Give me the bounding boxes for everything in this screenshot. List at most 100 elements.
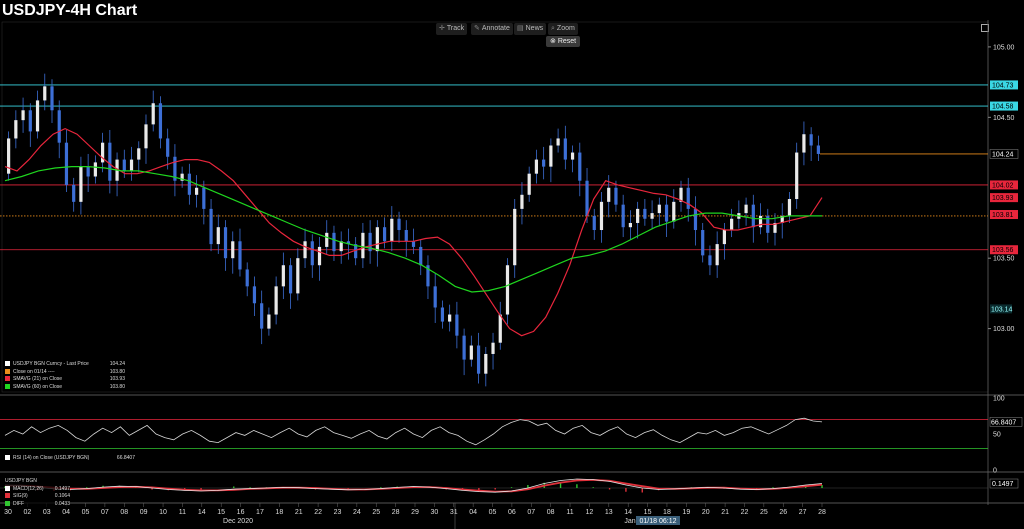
candle-body xyxy=(375,227,379,252)
candle-body xyxy=(802,134,806,153)
candle-body xyxy=(223,227,228,259)
price-tag xyxy=(989,149,1019,159)
candle-body xyxy=(578,152,582,181)
candle-body xyxy=(491,342,495,354)
candle-body xyxy=(281,265,285,287)
legend-label: DIFF xyxy=(13,500,25,507)
candle-body xyxy=(628,222,633,228)
candle-body xyxy=(476,345,481,374)
macd-tag xyxy=(989,478,1019,489)
candle-body xyxy=(144,124,148,149)
candle-body xyxy=(166,138,170,157)
legend-entry: Close on 01/14 ---- 103.80 xyxy=(5,369,125,377)
x-tick-label: 13 xyxy=(605,509,613,516)
candle-body xyxy=(21,110,25,121)
x-tick-label: 08 xyxy=(547,509,555,516)
y-tick-label: 104.50 xyxy=(993,115,1015,122)
candle-body xyxy=(296,258,300,294)
candle-body xyxy=(108,142,112,181)
candle-body xyxy=(722,230,726,245)
x-tick-label: 22 xyxy=(741,509,749,516)
zoom-button[interactable]: ⌕ Zoom xyxy=(548,23,578,35)
x-tick-label: 07 xyxy=(101,509,109,516)
macd-signal-line xyxy=(5,478,823,493)
news-button[interactable]: ▤ News xyxy=(514,23,547,35)
candle-body xyxy=(346,241,351,245)
x-tick-label: 04 xyxy=(469,509,477,516)
candle-body xyxy=(484,353,488,374)
legend-swatch xyxy=(5,455,10,461)
candle-body xyxy=(158,103,163,139)
rsi-y-tick-label: 0 xyxy=(993,468,997,475)
candle-body xyxy=(382,227,387,242)
x-tick-label: 12 xyxy=(586,509,594,516)
reset-button[interactable]: ⊗ Reset xyxy=(546,36,581,47)
x-tick-label: 16 xyxy=(237,509,245,516)
candle-body xyxy=(585,180,589,216)
candle-body xyxy=(7,138,11,174)
legend-value: 66.8407 xyxy=(116,455,135,461)
candle-body xyxy=(332,232,336,252)
reset-label: Reset xyxy=(557,38,577,45)
candle-body xyxy=(686,187,690,209)
maximize-icon[interactable] xyxy=(981,24,989,32)
legend-entry: SIG(9) 0.1064 xyxy=(5,493,70,501)
candle-body xyxy=(679,187,683,202)
main-legend: USDJPY BGN Curncy - Last Price 104.24 Clos… xyxy=(5,361,125,391)
level-tag-label: 104.73 xyxy=(992,82,1014,89)
candle-body xyxy=(101,142,105,163)
candle-body xyxy=(339,241,343,252)
sma21-tag-label: 103.93 xyxy=(992,195,1014,202)
close-tag xyxy=(990,210,1018,220)
x-tick-label: 21 xyxy=(295,509,303,516)
candle-body xyxy=(607,187,611,202)
candle-body xyxy=(72,184,76,202)
candle-body xyxy=(129,159,134,171)
candle-body xyxy=(354,244,358,259)
price-tag-label: 104.24 xyxy=(992,151,1014,158)
x-tick-label: 10 xyxy=(159,509,167,516)
candle-body xyxy=(643,208,647,219)
rsi-y-tick-label: 100 xyxy=(993,396,1005,403)
x-tick-label: 17 xyxy=(256,509,264,516)
news-icon: ▤ xyxy=(517,25,524,32)
x-tick-label: 28 xyxy=(392,509,400,516)
x-tick-label: 11 xyxy=(566,509,573,516)
candle-body xyxy=(469,345,473,360)
x-tick-label: 15 xyxy=(644,509,652,516)
legend-label: USDJPY BGN Curncy - Last Price xyxy=(13,361,89,367)
candle-body xyxy=(404,230,408,242)
x-tick-label: 18 xyxy=(663,509,671,516)
candle-body xyxy=(267,314,271,329)
candle-body xyxy=(86,166,90,177)
candle-body xyxy=(317,246,322,266)
track-button[interactable]: ✛ Track xyxy=(436,23,468,35)
candle-body xyxy=(310,241,314,266)
legend-swatch xyxy=(5,383,10,389)
candle-body xyxy=(636,208,640,223)
candle-body xyxy=(260,303,264,329)
legend-entry: USDJPY BGN xyxy=(5,478,70,486)
candle-body xyxy=(780,215,784,223)
candle-body xyxy=(773,222,777,233)
candle-body xyxy=(570,152,575,160)
candle-body xyxy=(730,218,734,231)
month-label: Jan xyxy=(624,518,635,525)
x-tick-label: 08 xyxy=(120,509,128,516)
level-tag xyxy=(990,180,1018,190)
reset-icon: ⊗ xyxy=(550,38,556,45)
candle-body xyxy=(43,86,47,101)
candle-body xyxy=(173,156,177,181)
candle-body xyxy=(194,187,199,195)
level-tag-label: 103.56 xyxy=(992,247,1014,254)
candle-body xyxy=(693,208,698,231)
x-tick-label: 02 xyxy=(23,509,31,516)
candle-body xyxy=(303,241,307,259)
candle-body xyxy=(252,286,257,304)
magnifier-icon: ⌕ xyxy=(551,25,555,32)
annotate-button[interactable]: ✎ Annotate xyxy=(471,23,513,35)
x-tick-label: 23 xyxy=(334,509,342,516)
month-label: Dec 2020 xyxy=(223,518,253,525)
chart-title: USDJPY-4H Chart xyxy=(2,2,138,19)
